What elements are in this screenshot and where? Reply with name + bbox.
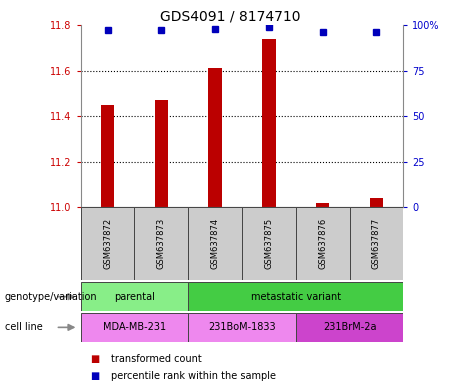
- Text: GSM637875: GSM637875: [265, 218, 273, 270]
- Bar: [81, 313, 188, 342]
- Text: parental: parental: [114, 291, 155, 302]
- Bar: [101, 105, 114, 207]
- Text: transformed count: transformed count: [111, 354, 201, 364]
- Text: percentile rank within the sample: percentile rank within the sample: [111, 371, 276, 381]
- Bar: [262, 39, 276, 207]
- Text: 231BoM-1833: 231BoM-1833: [208, 322, 276, 333]
- Text: cell line: cell line: [5, 322, 42, 333]
- Text: ■: ■: [90, 371, 99, 381]
- Bar: [135, 207, 188, 280]
- Bar: [208, 68, 222, 207]
- Text: GSM637874: GSM637874: [211, 218, 219, 270]
- Text: 231BrM-2a: 231BrM-2a: [323, 322, 376, 333]
- Bar: [349, 207, 403, 280]
- Bar: [154, 100, 168, 207]
- Bar: [188, 313, 296, 342]
- Text: ■: ■: [90, 354, 99, 364]
- Bar: [188, 282, 403, 311]
- Bar: [81, 282, 188, 311]
- Text: MDA-MB-231: MDA-MB-231: [103, 322, 166, 333]
- Text: GSM637872: GSM637872: [103, 218, 112, 270]
- Bar: [296, 313, 403, 342]
- Text: GSM637873: GSM637873: [157, 218, 166, 270]
- Text: GDS4091 / 8174710: GDS4091 / 8174710: [160, 10, 301, 23]
- Bar: [370, 198, 383, 207]
- Text: metastatic variant: metastatic variant: [251, 291, 341, 302]
- Text: GSM637877: GSM637877: [372, 218, 381, 270]
- Bar: [316, 203, 330, 207]
- Text: genotype/variation: genotype/variation: [5, 291, 97, 302]
- Bar: [188, 207, 242, 280]
- Bar: [296, 207, 349, 280]
- Bar: [81, 207, 135, 280]
- Text: GSM637876: GSM637876: [318, 218, 327, 270]
- Bar: [242, 207, 296, 280]
